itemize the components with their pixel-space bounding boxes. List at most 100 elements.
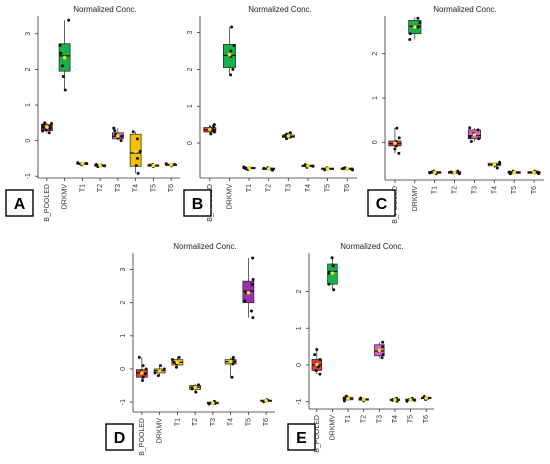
data-point (59, 51, 63, 55)
y-tick-label: 3 (120, 268, 127, 272)
data-point (476, 128, 480, 132)
data-point (288, 131, 292, 135)
data-point (136, 171, 140, 175)
mean-marker (361, 397, 366, 402)
mean-marker (228, 359, 233, 364)
mean-marker (133, 149, 138, 154)
y-tick-label: 3 (187, 31, 194, 35)
mean-marker (175, 360, 180, 365)
x-tick-label: T4 (491, 186, 498, 194)
data-point (194, 390, 198, 394)
mean-marker (264, 398, 269, 403)
data-point (380, 356, 384, 360)
box-t1 (342, 394, 354, 403)
data-point (405, 399, 409, 403)
x-tick-label: DRKMV (412, 186, 419, 212)
data-point (394, 144, 398, 148)
x-tick-label: B_POOLED (314, 415, 321, 453)
data-point (143, 372, 147, 376)
box-t1 (170, 355, 184, 369)
data-point (48, 124, 52, 128)
data-point (242, 165, 246, 169)
data-point (162, 367, 166, 371)
data-point (137, 355, 141, 359)
mean-marker (193, 385, 198, 390)
panel-label-box (287, 423, 316, 451)
box-t6 (164, 162, 177, 168)
chart-panel-d: Normalized Conc. -1 0 1 2 3 B_POOLED DRKMV T1 T2 T… (105, 242, 275, 456)
box-b-pooled (41, 121, 54, 135)
data-point (41, 123, 45, 127)
box-t5 (405, 396, 417, 403)
data-point (342, 399, 346, 403)
box-t3 (207, 399, 219, 406)
box-t4 (224, 355, 237, 379)
box-t1 (428, 169, 442, 176)
x-tick-label: T6 (531, 186, 538, 194)
data-point (63, 88, 67, 92)
data-point (229, 49, 233, 53)
x-tick-label: T4 (392, 415, 399, 423)
mean-marker (432, 170, 437, 175)
data-point (269, 167, 273, 171)
y-tick-label: -1 (25, 173, 32, 179)
chart-panel-e: Normalized Conc. -1 0 1 2 B_POOLED DRKMV T1 T2 T3… (287, 242, 434, 453)
mean-marker (392, 397, 397, 402)
box-t4 (487, 160, 502, 170)
data-point (318, 357, 322, 361)
x-tick-label: T4 (133, 184, 140, 192)
data-point (61, 75, 65, 79)
data-point (408, 32, 412, 36)
data-point (416, 25, 420, 29)
mean-marker (314, 362, 319, 367)
mean-marker (246, 290, 251, 295)
mean-marker (532, 170, 537, 175)
data-point (449, 170, 453, 174)
box-drkmv (58, 18, 71, 92)
x-tick-label: T6 (423, 415, 430, 423)
mean-marker (286, 134, 291, 138)
y-tick-label: 2 (120, 301, 127, 305)
y-tick-label: 1 (25, 103, 32, 107)
data-point (153, 371, 157, 375)
data-point (172, 360, 176, 364)
box-t6 (420, 395, 432, 401)
x-tick-label: T1 (174, 418, 181, 426)
data-point (318, 372, 322, 376)
data-point (67, 18, 71, 22)
data-point (535, 170, 539, 174)
x-tick-label: T1 (345, 415, 352, 423)
data-point (393, 147, 397, 151)
mean-marker (80, 161, 85, 166)
mean-marker (330, 271, 335, 276)
data-point (76, 161, 80, 165)
data-point (381, 345, 385, 349)
x-tick-label: DRKMV (329, 415, 336, 441)
data-point (456, 169, 460, 173)
data-point (232, 43, 236, 47)
panel-label: E (296, 430, 307, 447)
data-point (344, 394, 348, 398)
data-point (477, 137, 481, 141)
data-point (212, 123, 216, 127)
data-point (311, 164, 315, 168)
box-t1 (242, 165, 256, 172)
x-tick-label: T5 (408, 415, 415, 423)
mean-marker (512, 170, 517, 175)
data-point (61, 64, 65, 68)
data-point (315, 348, 319, 352)
mean-marker (377, 348, 382, 353)
mean-marker (492, 162, 497, 167)
box-t5 (321, 166, 334, 172)
mean-marker (227, 52, 232, 57)
data-point (250, 282, 254, 286)
data-point (498, 160, 502, 164)
data-point (229, 73, 233, 77)
y-tick-label: 1 (296, 326, 303, 330)
mean-marker (210, 401, 215, 406)
mean-marker (305, 163, 310, 168)
x-tick-label: T3 (376, 415, 383, 423)
data-point (141, 375, 145, 379)
data-point (135, 137, 139, 141)
